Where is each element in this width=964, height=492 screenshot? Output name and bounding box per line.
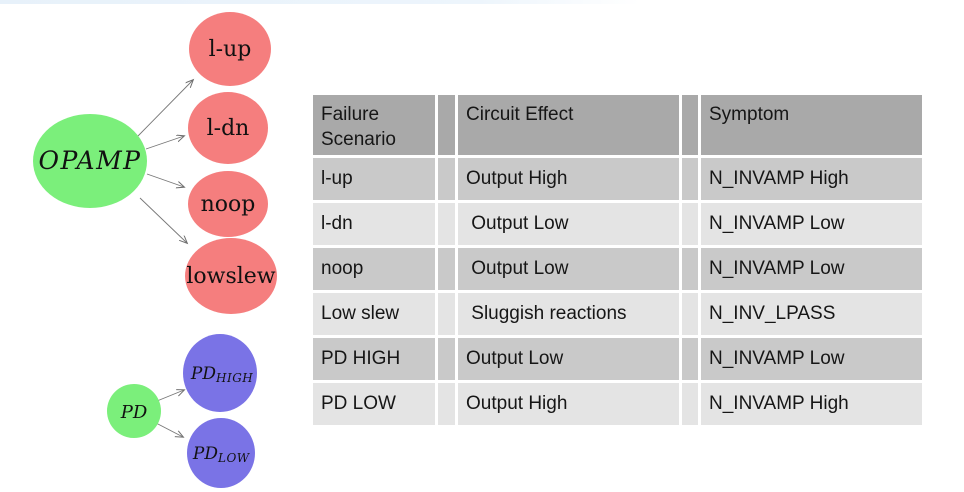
- cell-effect: Output Low: [458, 203, 679, 245]
- cell-scenario: Low slew: [313, 293, 435, 335]
- node-l-up-label: l-up: [209, 37, 252, 62]
- failure-table: Failure Scenario Circuit Effect Symptom …: [313, 95, 922, 425]
- node-pd-label: PD: [120, 402, 148, 423]
- cell-symptom: N_INVAMP Low: [701, 248, 922, 290]
- cell-effect: Sluggish reactions: [458, 293, 679, 335]
- header-failure-scenario: Failure Scenario: [313, 95, 435, 155]
- cell-symptom: N_INVAMP Low: [701, 338, 922, 380]
- spacer-cell: [682, 203, 698, 245]
- cell-scenario: l-up: [313, 158, 435, 200]
- pd-arrows: [155, 390, 184, 437]
- node-pd-low: [187, 418, 255, 488]
- header-circuit-effect: Circuit Effect: [458, 95, 679, 155]
- spacer-cell: [438, 203, 455, 245]
- arrow-opamp-noop: [146, 173, 184, 187]
- node-noop-label: noop: [201, 192, 256, 217]
- spacer-cell: [438, 158, 455, 200]
- cell-symptom: N_INVAMP High: [701, 383, 922, 425]
- node-pd-high-base: PD: [190, 364, 216, 384]
- cell-symptom: N_INVAMP High: [701, 158, 922, 200]
- window-top-edge: [0, 0, 640, 4]
- node-l-up: [189, 12, 271, 86]
- header-symptom: Symptom: [701, 95, 922, 155]
- cell-effect: Output High: [458, 158, 679, 200]
- cell-symptom: N_INVAMP Low: [701, 203, 922, 245]
- node-pd-high-subscript: HIGH: [215, 371, 253, 385]
- arrow-opamp-lowslew: [139, 197, 187, 243]
- node-pd-low-subscript: LOW: [217, 451, 251, 465]
- spacer-cell: [682, 338, 698, 380]
- spacer-cell: [438, 383, 455, 425]
- header-spacer-2: [682, 95, 698, 155]
- spacer-cell: [438, 248, 455, 290]
- arrow-opamp-lup: [137, 80, 193, 137]
- spacer-cell: [682, 383, 698, 425]
- spacer-cell: [682, 293, 698, 335]
- node-opamp: [33, 114, 147, 208]
- cell-effect: Output High: [458, 383, 679, 425]
- node-pd: [107, 384, 161, 438]
- node-pd-high: [183, 334, 257, 412]
- node-pd-low-base: PD: [192, 444, 218, 464]
- node-opamp-label: OPAMP: [39, 146, 142, 175]
- cell-scenario: noop: [313, 248, 435, 290]
- cell-effect: Output Low: [458, 338, 679, 380]
- cell-effect: Output Low: [458, 248, 679, 290]
- arrow-pd-low: [155, 422, 183, 437]
- fault-diagram: OPAMP l-up l-dn noop lowslew PD PD HIGH …: [33, 12, 277, 488]
- cell-scenario: l-dn: [313, 203, 435, 245]
- cell-scenario: PD LOW: [313, 383, 435, 425]
- cell-symptom: N_INV_LPASS: [701, 293, 922, 335]
- spacer-cell: [438, 293, 455, 335]
- node-l-dn-label: l-dn: [207, 116, 250, 141]
- spacer-cell: [438, 338, 455, 380]
- spacer-cell: [682, 158, 698, 200]
- node-lowslew: [185, 238, 277, 314]
- node-l-dn: [188, 92, 268, 164]
- arrow-opamp-ldn: [145, 136, 184, 150]
- header-spacer-1: [438, 95, 455, 155]
- arrow-pd-high: [156, 390, 184, 402]
- opamp-arrows: [137, 80, 193, 243]
- spacer-cell: [682, 248, 698, 290]
- node-noop: [188, 171, 268, 237]
- cell-scenario: PD HIGH: [313, 338, 435, 380]
- node-lowslew-label: lowslew: [186, 264, 275, 289]
